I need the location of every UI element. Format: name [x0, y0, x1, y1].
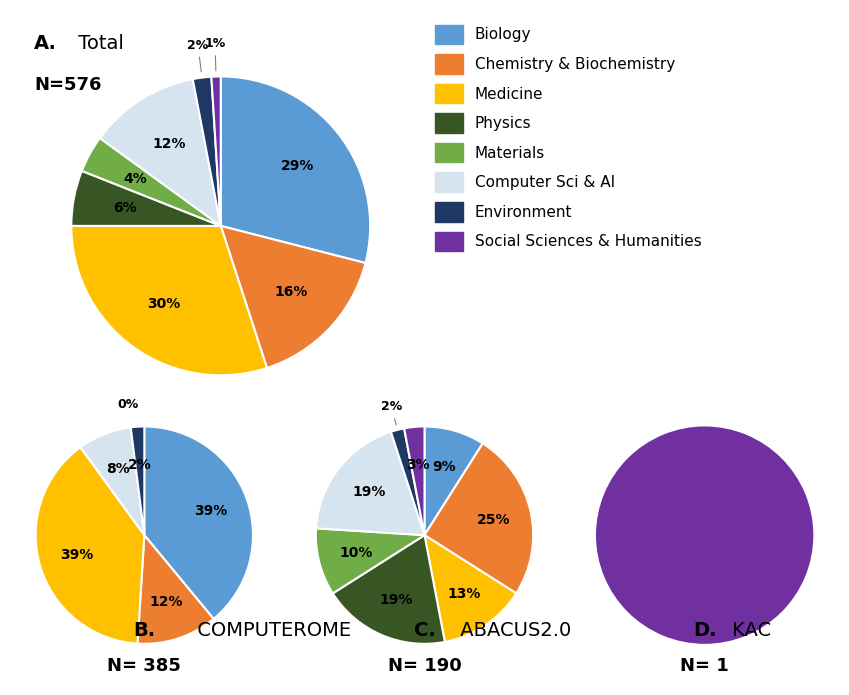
Text: 8%: 8% [106, 462, 130, 477]
Text: 19%: 19% [352, 485, 385, 499]
Text: Total: Total [72, 33, 124, 53]
Text: 2%: 2% [188, 38, 209, 72]
Text: 30%: 30% [147, 297, 180, 311]
Text: 4%: 4% [124, 172, 148, 186]
Text: 6%: 6% [114, 201, 138, 215]
Wedge shape [100, 79, 221, 226]
Text: A.: A. [34, 33, 57, 53]
Wedge shape [221, 76, 370, 263]
Text: D.: D. [693, 621, 717, 640]
Wedge shape [131, 427, 144, 535]
Text: ABACUS2.0: ABACUS2.0 [454, 621, 571, 640]
Text: 25%: 25% [476, 513, 510, 527]
Wedge shape [424, 535, 516, 642]
Text: 13%: 13% [447, 587, 481, 600]
Wedge shape [221, 226, 365, 368]
Wedge shape [193, 76, 221, 226]
Wedge shape [424, 443, 533, 594]
Text: 2%: 2% [128, 457, 152, 472]
Text: N=576: N=576 [34, 76, 102, 95]
Text: KAC: KAC [726, 621, 771, 640]
Text: 19%: 19% [380, 593, 413, 607]
Wedge shape [71, 226, 267, 375]
Text: 1%: 1% [205, 37, 226, 71]
Wedge shape [36, 448, 144, 644]
Wedge shape [404, 427, 424, 535]
Text: 39%: 39% [60, 548, 93, 562]
Text: 3%: 3% [406, 458, 430, 472]
Text: N= 190: N= 190 [388, 657, 461, 675]
Wedge shape [424, 427, 483, 535]
Text: 12%: 12% [152, 137, 185, 151]
Wedge shape [316, 432, 424, 535]
Wedge shape [138, 535, 214, 644]
Text: N= 1: N= 1 [680, 657, 729, 675]
Text: 16%: 16% [275, 286, 308, 300]
Text: B.: B. [133, 621, 155, 640]
Text: C.: C. [413, 621, 436, 640]
Legend: Biology, Chemistry & Biochemistry, Medicine, Physics, Materials, Computer Sci & : Biology, Chemistry & Biochemistry, Medic… [432, 22, 705, 254]
Text: N= 385: N= 385 [107, 657, 182, 675]
Text: 9%: 9% [432, 460, 456, 474]
Wedge shape [144, 427, 253, 619]
Text: 12%: 12% [149, 596, 183, 610]
Wedge shape [316, 528, 424, 594]
Text: 39%: 39% [194, 505, 228, 518]
Wedge shape [81, 427, 144, 535]
Wedge shape [333, 535, 445, 644]
Text: 10%: 10% [340, 546, 373, 559]
Text: 2%: 2% [381, 400, 402, 425]
Text: COMPUTEROME: COMPUTEROME [191, 621, 351, 640]
Wedge shape [82, 138, 221, 226]
Wedge shape [596, 427, 813, 644]
Text: 0%: 0% [117, 398, 138, 411]
Wedge shape [391, 428, 424, 535]
Wedge shape [71, 171, 221, 226]
Wedge shape [211, 76, 221, 226]
Text: 29%: 29% [281, 159, 314, 173]
